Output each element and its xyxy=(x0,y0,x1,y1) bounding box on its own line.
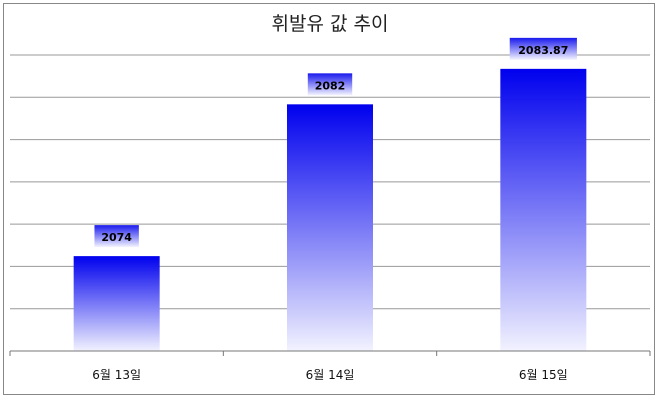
data-labels: 2074 2082 2083.87 xyxy=(94,37,577,248)
data-label-box xyxy=(509,37,577,60)
data-label: 2074 xyxy=(101,231,132,244)
bar xyxy=(73,256,160,351)
data-label-box xyxy=(94,225,139,248)
bar xyxy=(500,68,587,351)
bar xyxy=(287,104,373,351)
x-tick-label: 6월 15일 xyxy=(519,368,568,382)
data-label: 2082 xyxy=(315,79,346,92)
x-tick-label: 6월 14일 xyxy=(306,368,355,382)
bar-series xyxy=(73,68,587,351)
x-tick-label: 6월 13일 xyxy=(92,368,141,382)
chart-title: 휘발유 값 추이 xyxy=(271,13,389,35)
data-label: 2083.87 xyxy=(518,44,568,57)
x-axis: 6월 13일 6월 14일 6월 15일 xyxy=(9,350,651,382)
data-label-box xyxy=(307,73,353,96)
